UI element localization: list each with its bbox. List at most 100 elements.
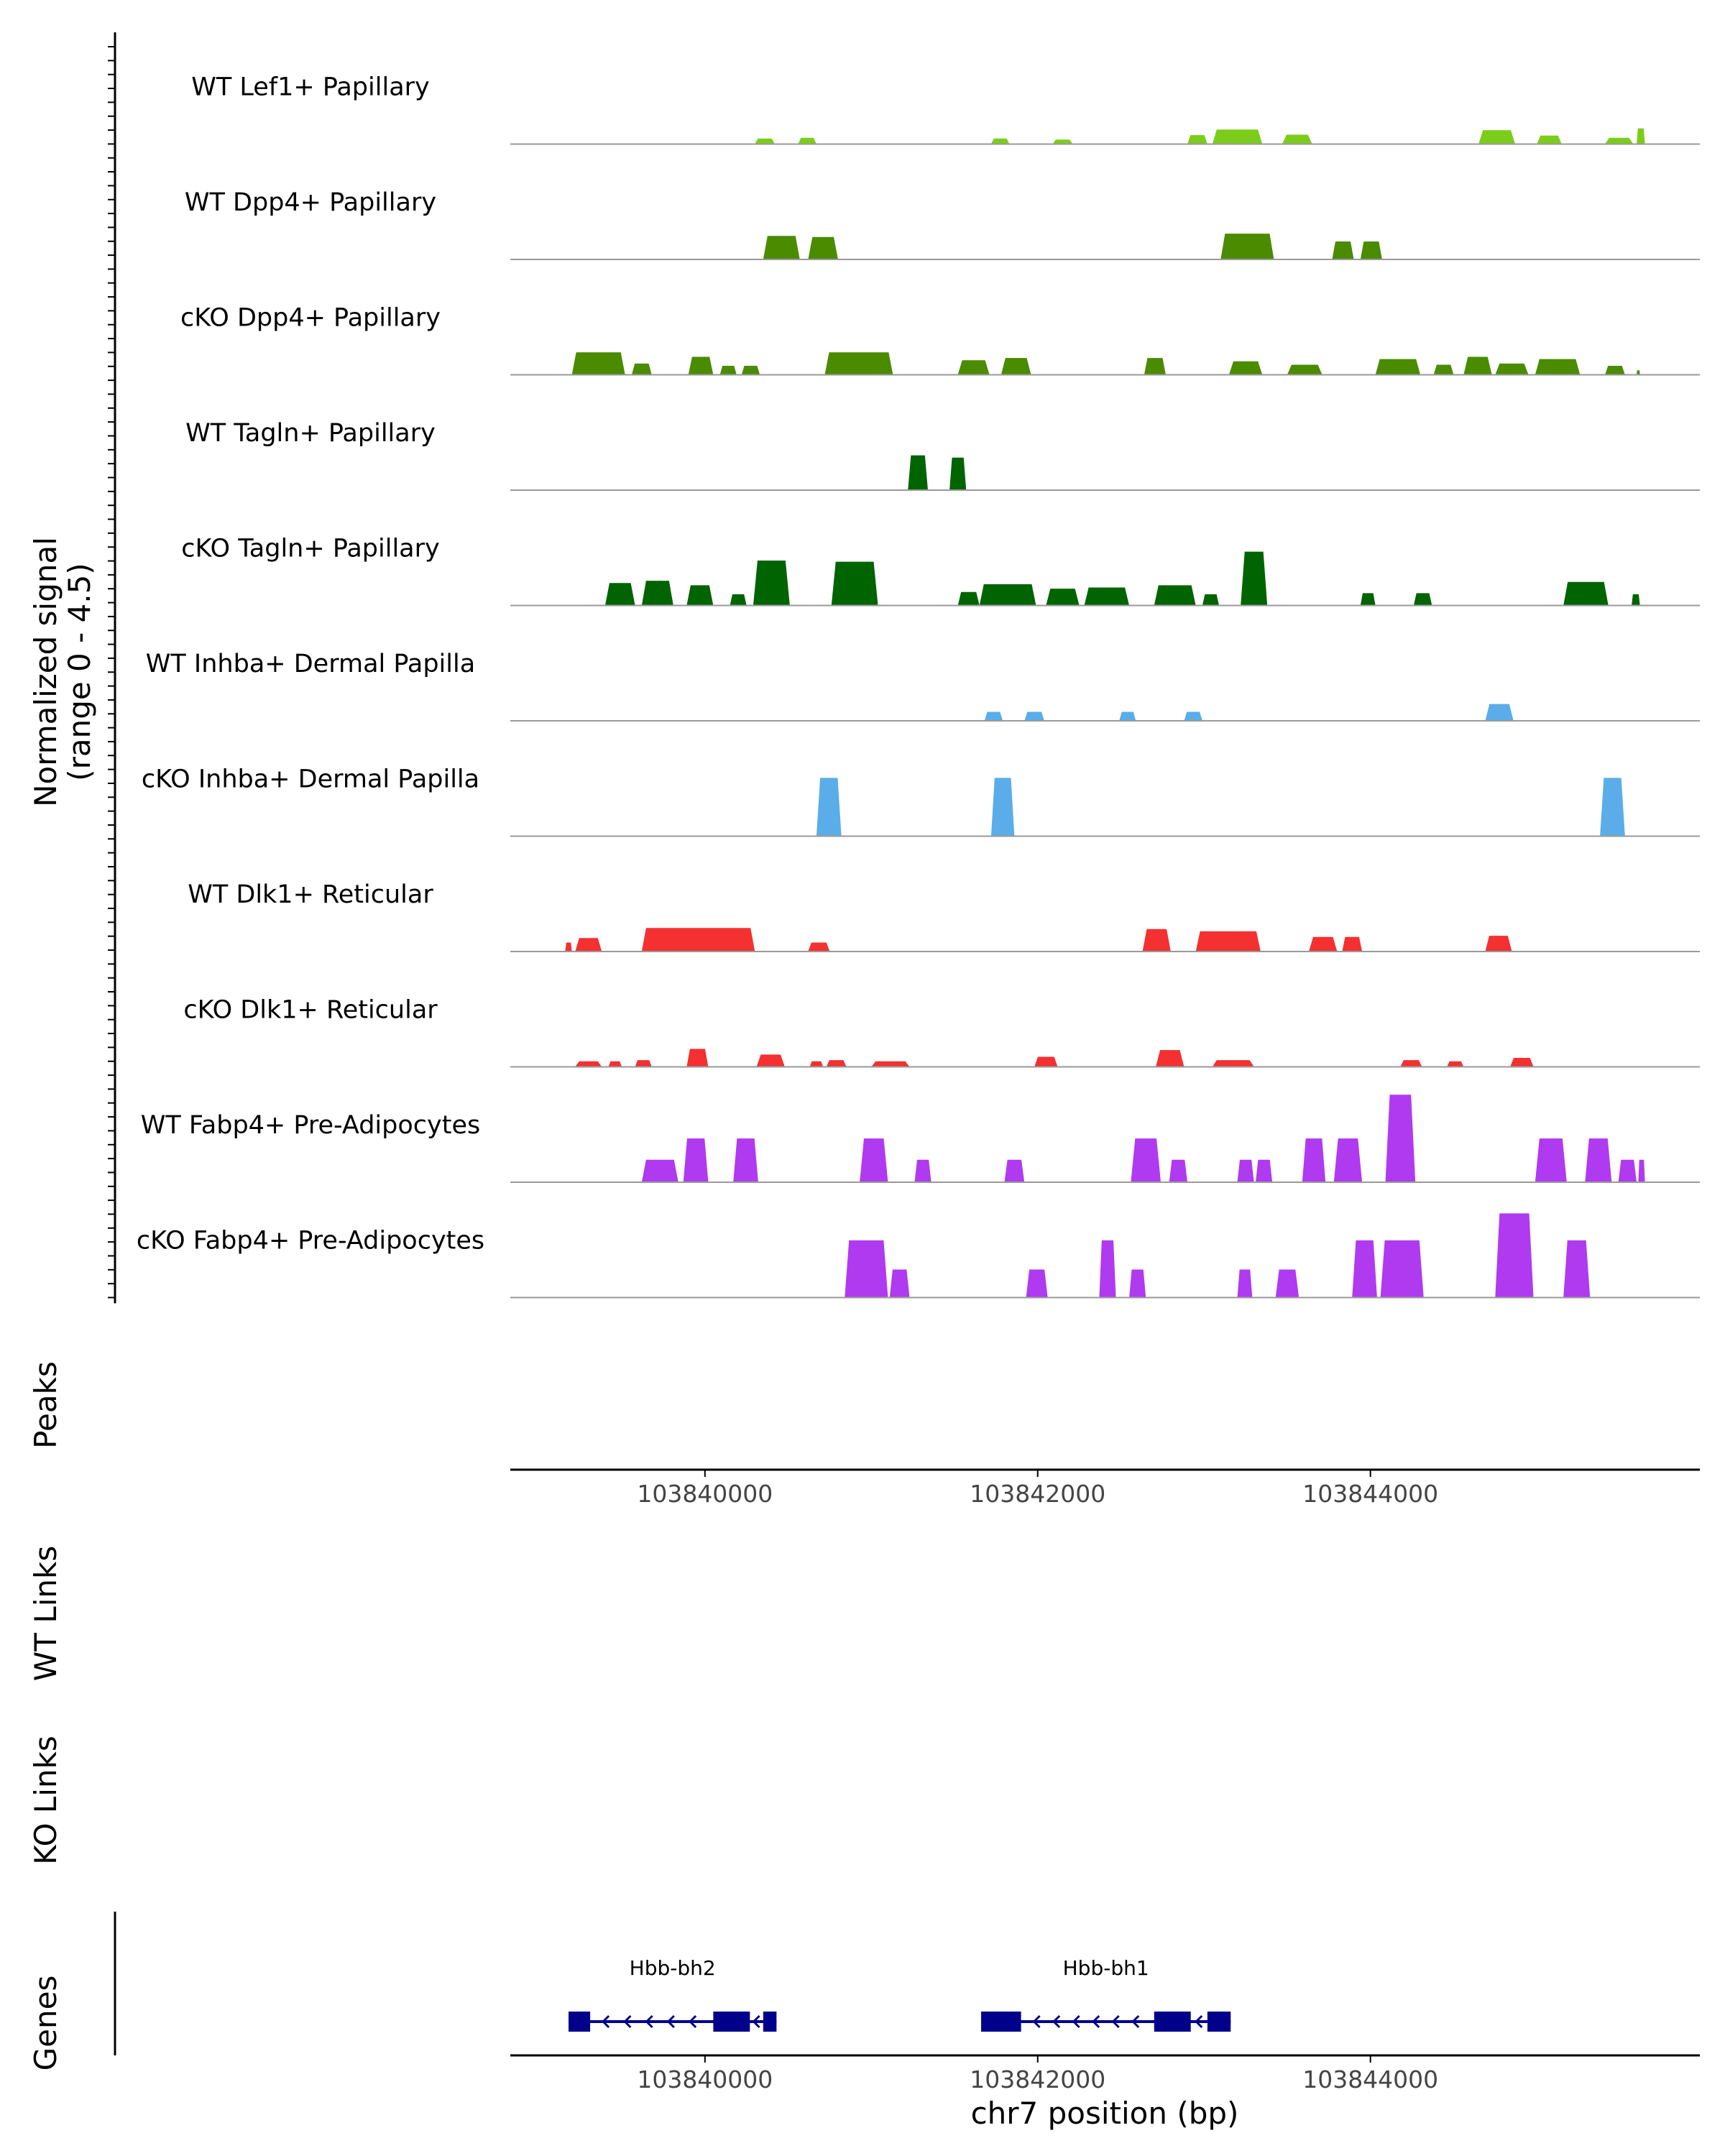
coverage-peak — [1495, 363, 1529, 375]
coverage-peak — [1618, 1159, 1637, 1182]
coverage-peak — [641, 928, 755, 952]
coverage-peak — [1099, 1240, 1116, 1298]
coverage-peak — [1255, 1159, 1273, 1182]
coverage-peak — [1478, 130, 1516, 144]
strand-arrow-icon — [752, 2014, 760, 2029]
coverage-peak — [1563, 1240, 1591, 1298]
coverage-peak — [686, 585, 714, 606]
coverage-peak — [755, 138, 776, 144]
genes-panel-label: Genes — [28, 1976, 63, 2071]
coverage-peak — [957, 591, 980, 606]
genes-x-tick-label: 103840000 — [637, 2065, 773, 2093]
coverage-peak — [1195, 931, 1261, 952]
coverage-peak — [1169, 1159, 1188, 1182]
strand-arrow-icon — [1092, 2014, 1100, 2029]
genes-x-tick-label: 103842000 — [970, 2065, 1105, 2093]
coverage-peak — [608, 1061, 622, 1067]
coverage-peak — [957, 360, 990, 375]
coverage-peak — [635, 1060, 652, 1067]
coverage-peak — [1638, 1159, 1645, 1182]
gene-name-label: Hbb-bh2 — [630, 1956, 716, 1980]
peaks-x-tick-label: 103840000 — [637, 1480, 773, 1508]
coverage-peak — [1380, 1240, 1424, 1298]
coverage-peak — [1332, 241, 1354, 259]
coverage-peak — [1026, 1269, 1048, 1298]
coverage-peak — [1447, 1061, 1464, 1067]
genes-x-tick-label: 103844000 — [1302, 2065, 1438, 2093]
coverage-peak — [860, 1138, 888, 1182]
coverage-peak — [1352, 1240, 1377, 1298]
coverage-peak — [1287, 364, 1322, 375]
coverage-peak — [1241, 551, 1268, 606]
strand-arrow-icon — [1052, 2014, 1061, 2029]
coverage-peak — [1333, 1138, 1363, 1182]
strand-arrow-icon — [1072, 2014, 1080, 2029]
coverage-track-label: WT Inhba+ Dermal Papilla — [146, 650, 475, 678]
coverage-peak — [1309, 936, 1338, 952]
strand-arrow-icon — [623, 2014, 632, 2029]
coverage-peak — [1485, 936, 1512, 952]
coverage-track: WT Dpp4+ Papillary — [185, 188, 1700, 260]
gene-exon — [981, 2012, 1021, 2032]
ko-links-panel-label: KO Links — [28, 1736, 63, 1865]
coverage-track: WT Inhba+ Dermal Papilla — [146, 650, 1700, 722]
coverage-peak — [571, 352, 625, 375]
coverage-peak — [845, 1240, 888, 1298]
coverage-peak — [686, 1049, 709, 1067]
gene-exon — [569, 2012, 591, 2032]
coverage-peak — [1237, 1159, 1254, 1182]
coverage-peak — [1585, 1138, 1612, 1182]
coverage-track-label: cKO Dlk1+ Reticular — [183, 996, 438, 1025]
coverage-peak — [990, 138, 1010, 144]
coverage-peak — [1129, 1269, 1146, 1298]
coverage-peak — [826, 1060, 847, 1067]
coverage-peak — [565, 942, 572, 952]
coverage-track-label: cKO Tagln+ Papillary — [181, 535, 440, 563]
coverage-peak — [1302, 1138, 1326, 1182]
coverage-peak — [1237, 1269, 1253, 1298]
coverage-peak — [1342, 936, 1363, 952]
coverage-track-label: WT Lef1+ Papillary — [191, 73, 430, 102]
coverage-peak — [1131, 1138, 1162, 1182]
coverage-peak — [1154, 585, 1196, 606]
coverage-peak — [1563, 581, 1609, 606]
coverage-track: WT Tagln+ Papillary — [185, 419, 1700, 491]
strand-arrow-icon — [1131, 2014, 1140, 2029]
coverage-peak — [604, 583, 635, 606]
coverage-peak — [1142, 929, 1171, 952]
peaks-x-tick-label: 103844000 — [1302, 1480, 1438, 1508]
coverage-peak — [914, 1159, 932, 1182]
coverage-peak — [575, 938, 602, 952]
coverage-peak — [1119, 711, 1136, 721]
coverage-peak — [1637, 370, 1640, 375]
coverage-peak — [575, 1061, 602, 1067]
gene-exon — [713, 2012, 750, 2032]
coverage-peak — [1187, 135, 1208, 144]
coverage-track-label: WT Dpp4+ Papillary — [185, 188, 436, 217]
coverage-track-label: cKO Dpp4+ Papillary — [180, 304, 441, 333]
strand-arrow-icon — [601, 2014, 610, 2029]
gene-model: Hbb-bh2 — [569, 1956, 777, 2032]
genes-panel: Hbb-bh2 Hbb-bh1 103840000 103842000 10384400… — [114, 1912, 1700, 2093]
coverage-peak — [1084, 587, 1130, 606]
strand-arrow-icon — [1195, 2014, 1203, 2029]
coverage-track: WT Lef1+ Papillary — [191, 73, 1700, 145]
coverage-peak — [1385, 1095, 1416, 1182]
coverage-track: WT Dlk1+ Reticular — [188, 880, 1700, 952]
coverage-peak — [1052, 139, 1073, 144]
strand-arrow-icon — [666, 2014, 675, 2029]
coverage-peak — [908, 455, 928, 490]
gene-exon — [763, 2012, 777, 2032]
coverage-peak — [1485, 704, 1514, 721]
coverage-peak — [1156, 1050, 1184, 1067]
coverage-peak — [641, 581, 673, 606]
coverage-peak — [808, 942, 830, 952]
coverage-ylabel-line2: (range 0 - 4.5) — [62, 563, 97, 781]
coverage-peak — [816, 778, 842, 837]
coverage-peak — [1495, 1213, 1534, 1298]
gene-name-label: Hbb-bh1 — [1063, 1956, 1149, 1980]
coverage-peak — [1184, 711, 1202, 721]
coverage-peak — [1275, 1269, 1300, 1298]
coverage-peak — [1212, 129, 1263, 144]
coverage-peak — [1433, 364, 1454, 375]
